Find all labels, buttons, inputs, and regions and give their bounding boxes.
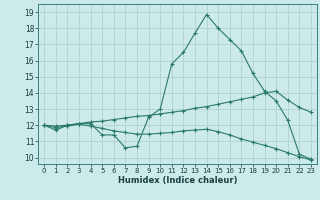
- X-axis label: Humidex (Indice chaleur): Humidex (Indice chaleur): [118, 176, 237, 185]
